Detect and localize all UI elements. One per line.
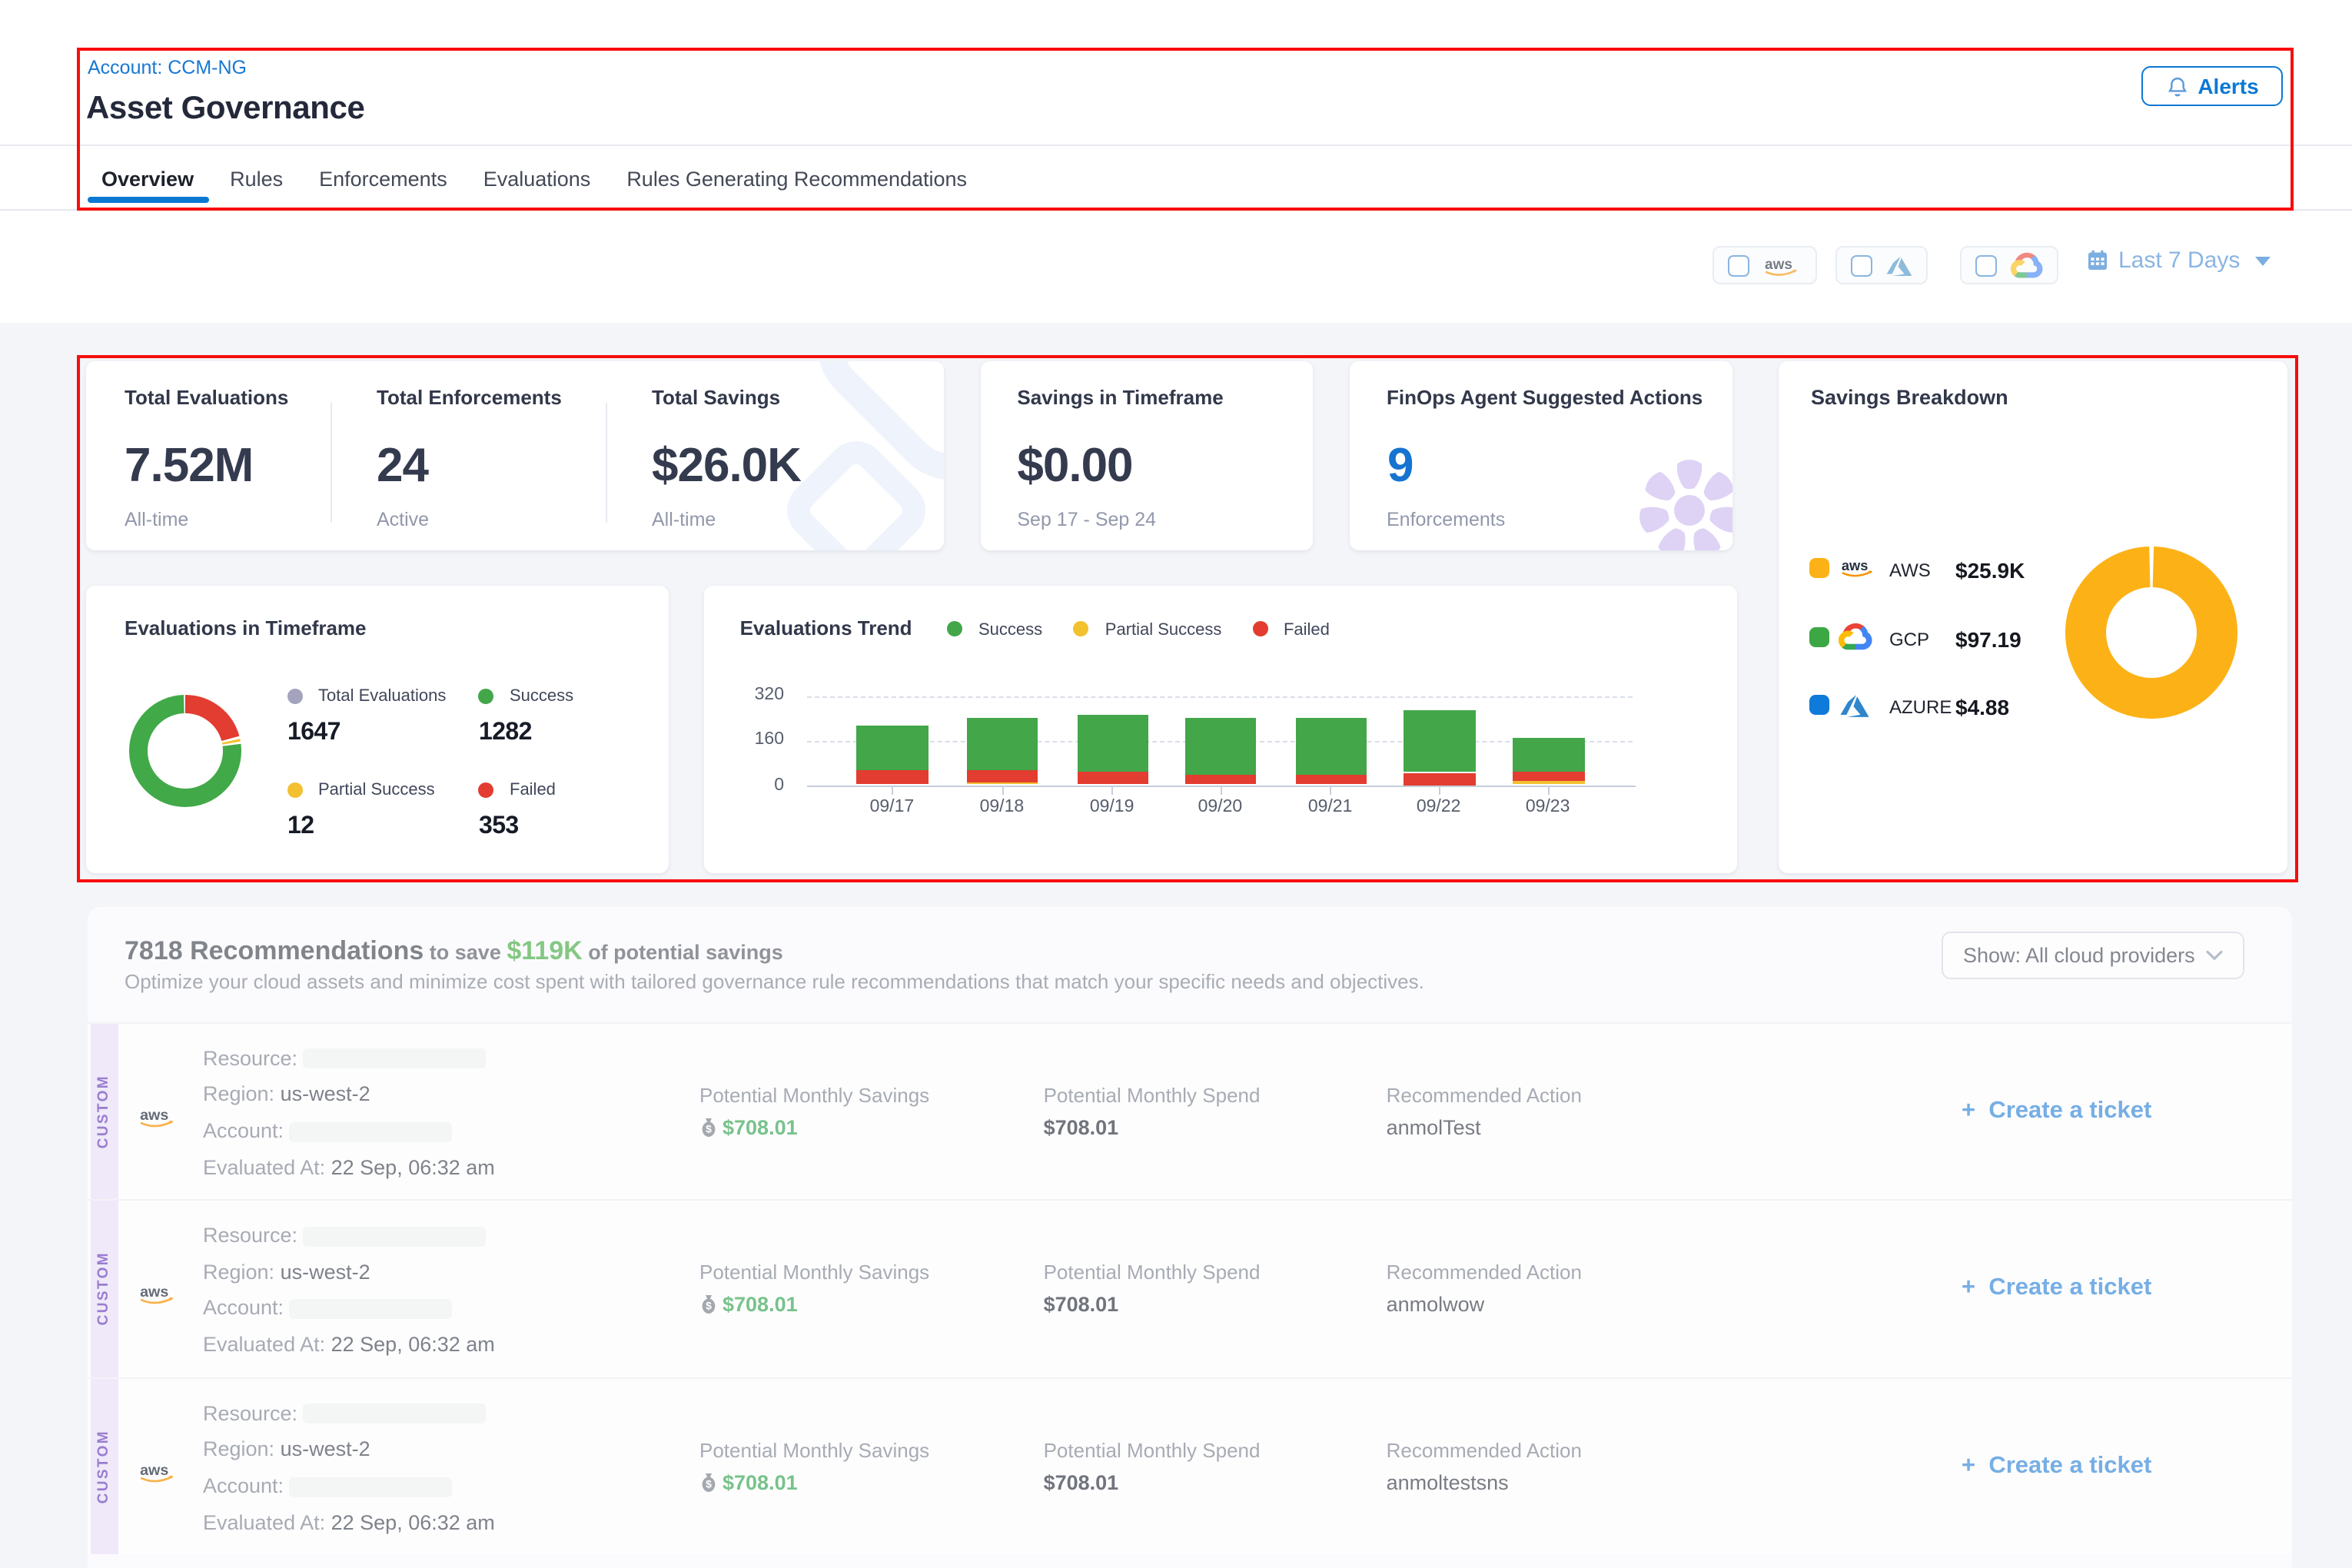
svg-text:aws: aws bbox=[1842, 557, 1868, 573]
svg-text:aws: aws bbox=[1765, 256, 1792, 272]
svg-text:$: $ bbox=[706, 1122, 712, 1134]
svg-text:aws: aws bbox=[140, 1284, 168, 1301]
svg-text:$: $ bbox=[706, 1300, 712, 1312]
svg-text:aws: aws bbox=[140, 1106, 168, 1123]
svg-text:$: $ bbox=[706, 1477, 712, 1490]
svg-text:aws: aws bbox=[140, 1461, 168, 1478]
